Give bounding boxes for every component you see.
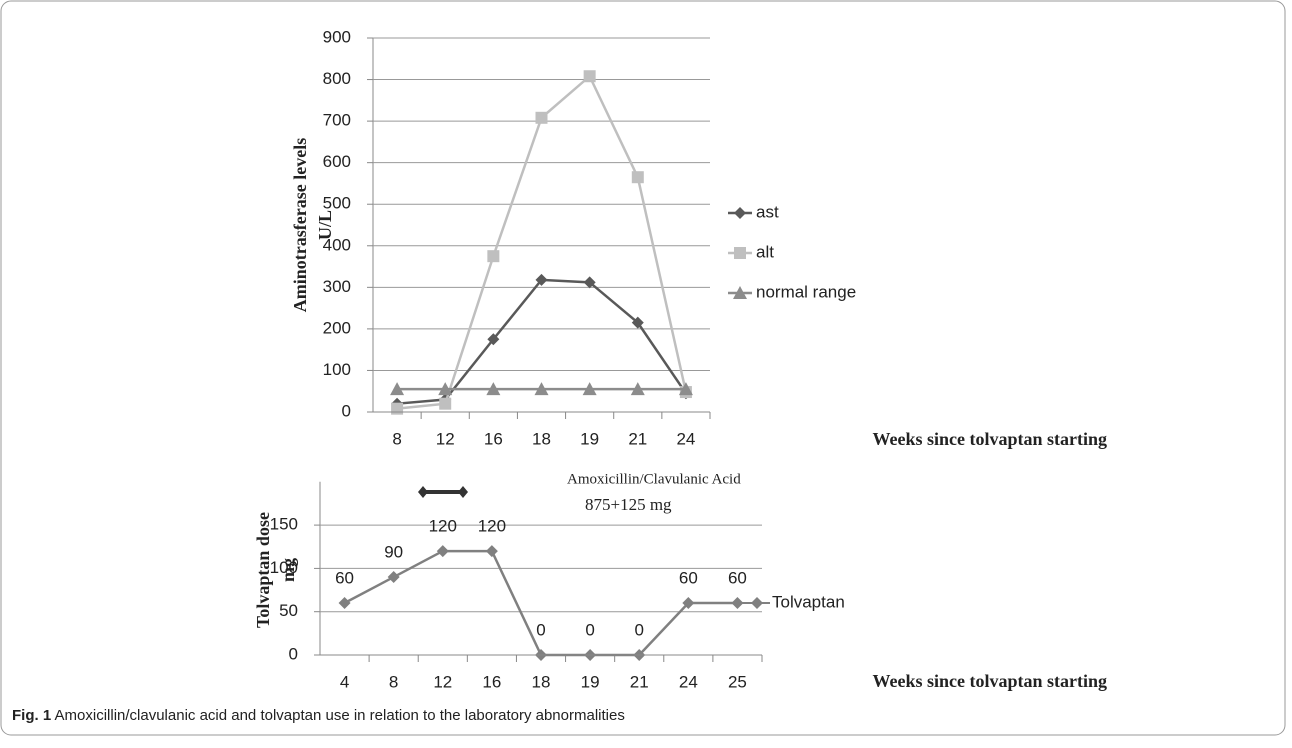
y-tick-label: 600 xyxy=(323,152,351,171)
marker xyxy=(390,382,405,396)
x-tick-label: 16 xyxy=(482,672,501,691)
caption: Fig. 1 Amoxicillin/clavulanic acid and t… xyxy=(12,707,625,724)
drug-period-ends xyxy=(418,486,468,498)
data-label: 0 xyxy=(536,620,545,639)
legend-marker xyxy=(734,247,746,259)
marker xyxy=(534,382,549,396)
legend-marker xyxy=(751,597,763,610)
x-tick-label: 19 xyxy=(581,672,600,691)
annotation: Amoxicillin/Clavulanic Acid xyxy=(567,471,741,487)
legend-label: Tolvaptan xyxy=(772,593,845,612)
y-axis-title: U/L xyxy=(315,210,335,240)
marker xyxy=(678,382,693,396)
x-tick-label: 24 xyxy=(679,672,698,691)
x-tick-label: 25 xyxy=(728,672,747,691)
marker xyxy=(338,597,351,610)
annotation: 875+125 mg xyxy=(585,495,672,514)
x-axis-title: Weeks since tolvaptan starting xyxy=(872,429,1107,449)
x-tick-label: 12 xyxy=(433,672,452,691)
caption-label: Fig. 1 xyxy=(12,707,51,724)
x-tick-label: 8 xyxy=(392,429,401,448)
marker xyxy=(486,382,501,396)
y-tick-label: 900 xyxy=(323,27,351,46)
marker xyxy=(485,545,498,558)
data-label: 60 xyxy=(679,569,698,588)
marker xyxy=(535,273,548,286)
y-axis-title: Tolvaptan dose xyxy=(253,512,273,628)
data-label: 0 xyxy=(634,620,643,639)
x-tick-label: 24 xyxy=(676,429,695,448)
data-label: 60 xyxy=(335,569,354,588)
x-axis-title: Weeks since tolvaptan starting xyxy=(872,671,1107,691)
x-tick-label: 8 xyxy=(389,672,398,691)
marker xyxy=(583,70,596,83)
y-tick-label: 200 xyxy=(323,318,351,337)
legend-label: ast xyxy=(756,202,779,221)
y-tick-label: 50 xyxy=(279,601,298,620)
x-tick-label: 18 xyxy=(532,429,551,448)
marker xyxy=(436,545,449,558)
marker xyxy=(438,382,453,396)
y-axis-title: mg xyxy=(278,558,298,582)
x-tick-label: 4 xyxy=(340,672,349,691)
marker xyxy=(682,597,695,610)
x-tick-label: 12 xyxy=(436,429,455,448)
marker xyxy=(630,382,645,396)
data-label: 120 xyxy=(478,517,506,536)
data-label: 90 xyxy=(384,543,403,562)
y-tick-label: 100 xyxy=(323,360,351,379)
legend-label: normal range xyxy=(756,282,856,301)
marker xyxy=(535,111,548,124)
marker xyxy=(583,276,596,289)
y-tick-label: 800 xyxy=(323,69,351,88)
y-tick-label: 300 xyxy=(323,277,351,296)
y-tick-label: 100 xyxy=(270,558,298,577)
y-tick-label: 150 xyxy=(270,515,298,534)
data-label: 120 xyxy=(429,517,457,536)
legend-marker xyxy=(734,207,746,219)
data-label: 60 xyxy=(728,569,747,588)
marker xyxy=(631,316,644,329)
y-axis-title: Aminotrasferase levels xyxy=(290,138,310,312)
frame xyxy=(0,0,1286,736)
marker xyxy=(487,250,500,263)
y-tick-label: 0 xyxy=(342,401,351,420)
legend-marker xyxy=(733,286,747,299)
y-tick-label: 700 xyxy=(323,111,351,130)
marker xyxy=(487,333,500,346)
x-tick-label: 18 xyxy=(532,672,551,691)
legend-label: alt xyxy=(756,242,774,261)
x-tick-label: 21 xyxy=(630,672,649,691)
marker xyxy=(387,571,400,584)
x-tick-label: 19 xyxy=(580,429,599,448)
marker xyxy=(391,402,404,415)
y-tick-label: 400 xyxy=(323,235,351,254)
y-tick-label: 0 xyxy=(289,644,298,663)
marker xyxy=(439,397,452,410)
data-label: 0 xyxy=(585,620,594,639)
x-tick-label: 16 xyxy=(484,429,503,448)
y-tick-label: 500 xyxy=(323,194,351,213)
marker xyxy=(631,171,644,184)
x-tick-label: 21 xyxy=(628,429,647,448)
caption-text: Amoxicillin/clavulanic acid and tolvapta… xyxy=(55,707,625,724)
marker xyxy=(582,382,597,396)
